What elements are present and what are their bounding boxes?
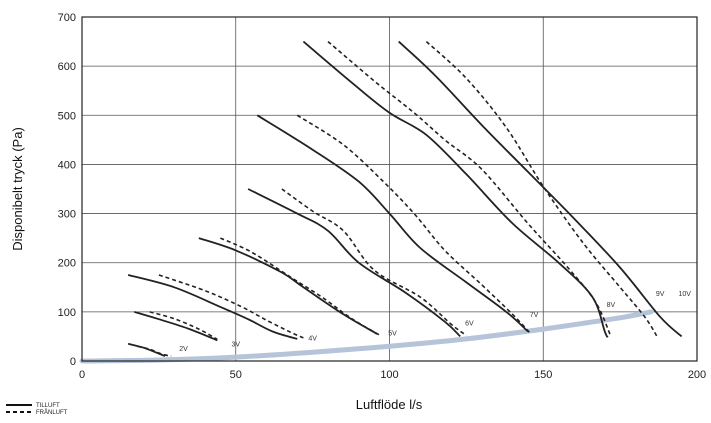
franluft-curve-4V <box>158 274 304 339</box>
tilluft-curve-5V <box>198 237 378 335</box>
plot-frame <box>81 16 698 362</box>
franluft-curve-6V <box>281 188 467 337</box>
y-tick-label: 500 <box>58 110 76 122</box>
voltage-label-5V: 5V <box>388 330 397 337</box>
y-tick-label: 200 <box>58 258 76 270</box>
franluft-curve-3V <box>149 311 218 341</box>
voltage-label-7V: 7V <box>530 312 539 319</box>
franluft-curve-7V <box>296 114 532 335</box>
y-tick-label: 600 <box>58 61 76 73</box>
voltage-label-6V: 6V <box>465 321 474 328</box>
voltage-label-8V: 8V <box>607 302 616 309</box>
y-tick-labels: 0 100 200 300 400 500 600 700 <box>58 12 76 368</box>
tilluft-curve-3V <box>134 311 218 342</box>
tilluft-curve-8V <box>302 40 609 338</box>
y-tick-label: 400 <box>58 159 76 171</box>
y-tick-label: 100 <box>58 307 76 319</box>
x-tick-label: 150 <box>534 369 552 381</box>
y-axis-title: Disponibelt tryck (Pa) <box>10 127 25 251</box>
tilluft-curve-9V <box>398 40 683 338</box>
x-tick-label: 50 <box>230 369 242 381</box>
franluft-curve-8V <box>327 40 612 337</box>
tilluft-curve-4V <box>127 274 298 340</box>
tilluft-curve-6V <box>247 188 461 338</box>
y-tick-label: 0 <box>70 356 76 368</box>
system-curve <box>79 309 654 364</box>
voltage-labels: 2V 3V 4V 5V 6V 7V 8V 9V 10V <box>179 291 691 353</box>
voltage-label-3V: 3V <box>231 341 240 348</box>
tilluft-curve-7V <box>256 114 529 333</box>
legend-franluft-label: FRÅNLUFT <box>36 409 68 416</box>
franluft-curve-2V <box>137 345 172 357</box>
y-tick-label: 300 <box>58 209 76 221</box>
tilluft-curve-2V <box>127 342 166 357</box>
x-tick-label: 100 <box>380 369 398 381</box>
legend: TILLUFT FRÅNLUFT <box>6 403 68 416</box>
x-axis-title: Luftflöde l/s <box>356 397 423 412</box>
voltage-label-4V: 4V <box>308 335 317 342</box>
legend-tilluft-label: TILLUFT <box>36 403 60 409</box>
y-tick-label: 700 <box>58 12 76 24</box>
voltage-label-10V: 10V <box>678 291 691 298</box>
voltage-label-9V: 9V <box>656 291 665 298</box>
voltage-label-2V: 2V <box>179 346 188 353</box>
fan-curves <box>127 40 683 357</box>
franluft-curve-9V <box>425 41 658 337</box>
x-tick-labels: 0 50 100 150 200 <box>79 369 706 381</box>
x-tick-label: 0 <box>79 369 85 381</box>
x-tick-label: 200 <box>688 369 706 381</box>
franluft-curve-5V <box>220 237 381 337</box>
